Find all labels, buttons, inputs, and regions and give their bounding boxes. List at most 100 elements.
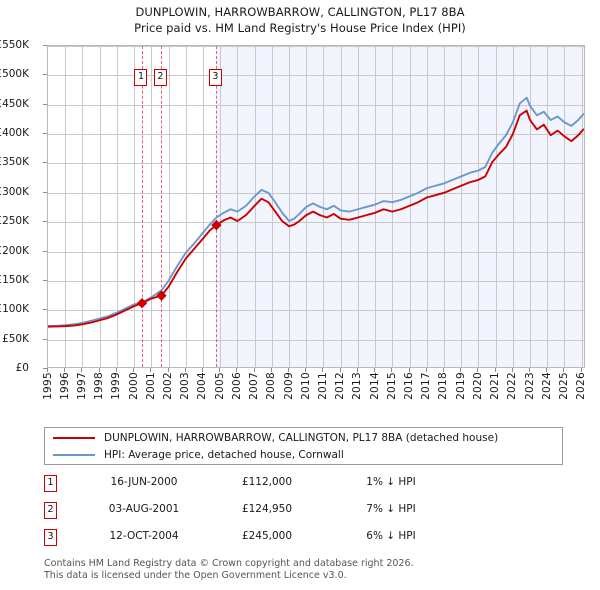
transaction-price-1: £112,000 [241,476,293,488]
y-axis-tick-label: £250K [0,215,29,228]
x-axis-tick [219,368,220,372]
x-axis-tick [563,368,564,372]
x-axis-tick-label: 2015 [385,372,398,400]
y-axis-tick [43,133,47,134]
x-axis-tick-label: 2004 [196,372,209,400]
y-axis-tick [43,339,47,340]
table-row: 1 16-JUN-2000 £112,000 1% ↓ HPI [44,472,524,499]
x-axis-tick-label: 2017 [420,372,433,400]
x-axis-tick-label: 2018 [437,372,450,400]
y-axis-tick-label: £300K [0,185,29,198]
x-axis-tick-label: 2024 [540,372,553,400]
x-axis-tick [391,368,392,372]
table-row: 3 12-OCT-2004 £245,000 6% ↓ HPI [44,526,524,553]
x-axis-tick-label: 2020 [471,372,484,400]
x-axis-tick [460,368,461,372]
y-axis-tick-label: £450K [0,97,29,110]
x-axis-tick [512,368,513,372]
y-axis-tick-label: £200K [0,244,29,257]
x-axis-tick-label: 2025 [557,372,570,400]
x-axis-tick [271,368,272,372]
transaction-marker-1[interactable] [136,298,148,309]
x-axis-tick [116,368,117,372]
event-flag-1[interactable]: 1 [134,69,148,86]
transaction-price-2: £124,950 [241,503,293,515]
x-axis-tick-label: 2023 [523,372,536,400]
y-axis-tick [43,251,47,252]
table-row: 2 03-AUG-2001 £124,950 7% ↓ HPI [44,499,524,526]
event-line-2 [161,46,163,367]
transaction-marker-3[interactable] [211,219,222,231]
legend-swatch-hpi [53,454,95,456]
transaction-price-3: £245,000 [241,530,293,542]
x-axis-tick [288,368,289,372]
chart-legend: DUNPLOWIN, HARROWBARROW, CALLINGTON, PL1… [44,427,563,465]
x-axis-tick-label: 2010 [299,372,312,400]
transaction-date-3: 12-OCT-2004 [109,530,179,542]
x-axis-tick-label: 2002 [162,372,174,400]
chart-title: DUNPLOWIN, HARROWBARROW, CALLINGTON, PL1… [0,4,600,36]
x-axis-tick-label: 2003 [179,372,192,400]
y-axis-tick [43,104,47,105]
footer-line-2: This data is licensed under the Open Gov… [44,569,347,581]
footer-line-1: Contains HM Land Registry data © Crown c… [44,558,414,569]
transaction-date-2: 03-AUG-2001 [108,503,180,515]
x-axis-tick [357,368,358,372]
x-axis-tick [477,368,478,372]
property-price-line [48,109,584,328]
x-axis-tick [81,368,82,372]
event-flag-2[interactable]: 2 [153,69,167,86]
x-axis-tick [305,368,306,372]
x-axis-tick-label: 2009 [282,372,295,400]
legend-label-property: DUNPLOWIN, HARROWBARROW, CALLINGTON, PL1… [104,432,499,444]
x-axis-tick-label: 1996 [58,372,71,400]
legend-item-property: DUNPLOWIN, HARROWBARROW, CALLINGTON, PL1… [51,430,498,446]
transaction-badge-1: 1 [44,475,57,492]
y-axis-tick-label: £350K [0,156,29,169]
x-axis-tick-label: 2011 [316,372,329,400]
x-axis-tick-label: 2008 [265,372,278,400]
transactions-table: 1 16-JUN-2000 £112,000 1% ↓ HPI 2 03-AUG… [44,472,524,553]
x-axis-tick [254,368,255,372]
x-axis-tick-label: 2000 [127,372,140,400]
x-axis-tick [47,368,48,372]
transaction-hpi-delta-3: 6% ↓ HPI [366,530,416,542]
transaction-date-1: 16-JUN-2000 [110,476,178,488]
x-axis-tick-label: 1995 [41,372,54,400]
plot-area [47,45,585,368]
x-axis-tick [443,368,444,372]
y-axis-tick-label: £550K [0,39,29,51]
x-axis-tick-label: 2013 [351,372,364,400]
footer-attribution: Contains HM Land Registry data © Crown c… [44,558,584,581]
y-axis-tick-label: £50K [2,332,29,345]
x-axis-tick [340,368,341,372]
x-axis-tick-label: 2005 [213,372,226,400]
x-axis-tick [374,368,375,372]
transaction-hpi-delta-2: 7% ↓ HPI [366,503,416,515]
y-axis-tick [43,280,47,281]
x-axis-tick-label: 2012 [334,372,347,400]
y-axis-tick [43,45,47,46]
x-axis-tick-label: 2001 [144,372,157,400]
page-subtitle: Price paid vs. HM Land Registry's House … [134,21,466,35]
x-axis-tick [495,368,496,372]
transaction-badge-3: 3 [44,529,57,546]
price-chart: £0 £50K £100K £150K £200K £250K £300K £350K £400… [0,39,587,400]
event-flag-3[interactable]: 3 [208,69,222,86]
x-axis-tick-label: 1999 [110,372,123,400]
x-axis-tick [409,368,410,372]
legend-swatch-property [53,437,95,439]
y-axis-tick-label: £100K [0,303,29,316]
x-axis-tick-label: 2026 [575,372,588,400]
transaction-badge-2: 2 [44,502,57,519]
x-axis-tick [99,368,100,372]
hpi-average-line [48,96,584,328]
y-axis-tick [43,309,47,310]
y-axis-tick [43,221,47,222]
x-axis-tick [236,368,237,372]
y-axis-tick-label: £500K [0,68,29,81]
x-axis-tick-label: 2014 [368,372,381,400]
y-axis-tick-label: £150K [0,273,29,286]
x-axis-tick-label: 2022 [506,372,519,400]
x-axis-tick [185,368,186,372]
